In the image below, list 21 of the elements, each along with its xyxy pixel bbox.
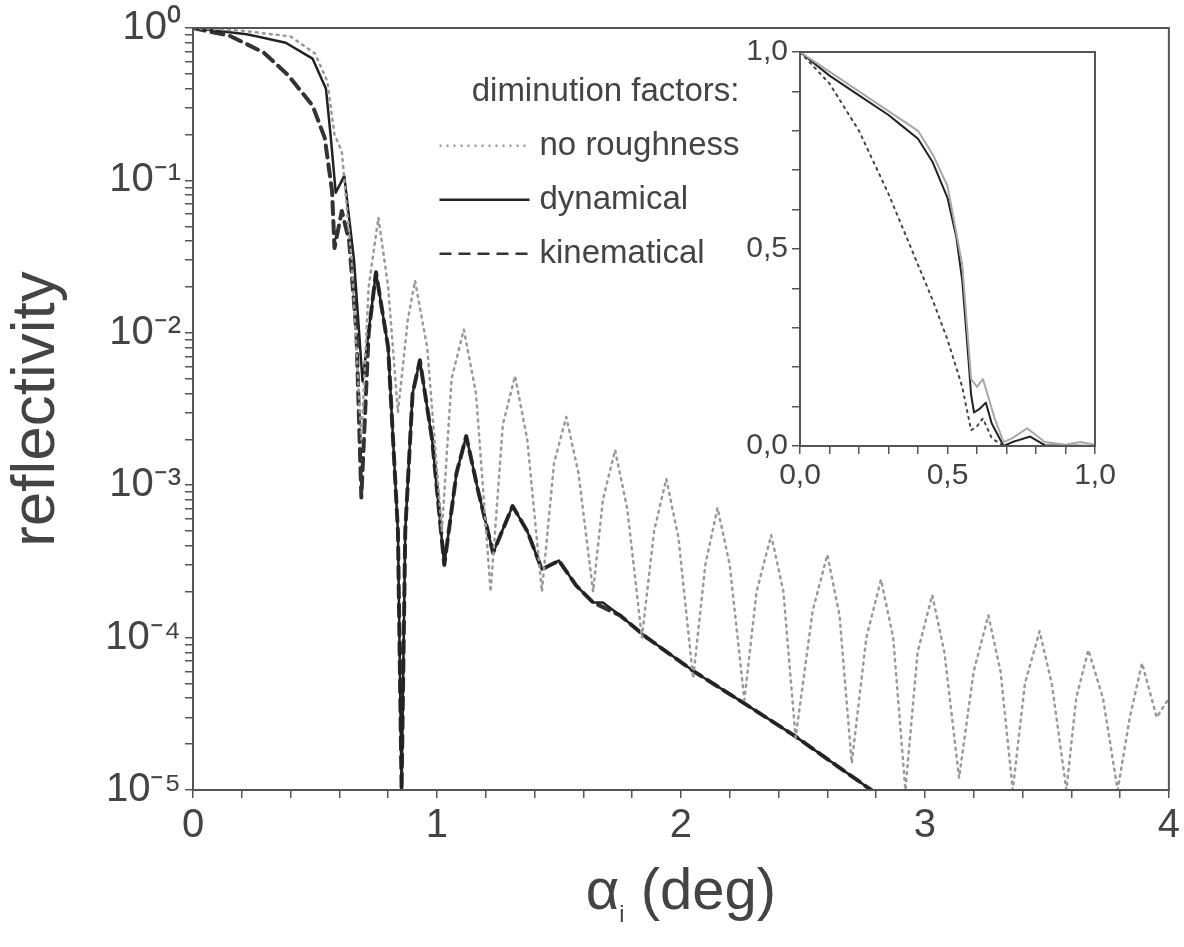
- legend-title: diminution factors:: [471, 70, 740, 108]
- y-tick-label: 10⁻¹: [109, 155, 181, 200]
- x-tick-label: 3: [913, 801, 937, 846]
- y-axis-title: reflectivity: [0, 271, 68, 547]
- y-tick-label: 10⁰: [122, 3, 181, 48]
- x-tick-label: 1: [425, 801, 449, 846]
- x-tick-label: 2: [669, 801, 693, 846]
- legend-label: no roughness: [539, 124, 740, 162]
- x-tick-label: 4: [1157, 801, 1180, 846]
- x-tick-label: 1,0: [1074, 457, 1116, 491]
- y-tick-label: 10⁻⁴: [105, 612, 181, 657]
- x-axis-title: α$_{i}$ (deg): [585, 856, 777, 927]
- x-tick-label: 0,5: [926, 457, 969, 491]
- y-tick-label: 10⁻²: [109, 307, 181, 352]
- y-tick-label: 0,5: [746, 230, 788, 264]
- x-tick-label: 0: [181, 801, 205, 846]
- y-tick-label: 1,0: [746, 33, 788, 67]
- y-tick-label: 10⁻³: [109, 460, 181, 505]
- y-tick-label: 10⁻⁵: [105, 765, 181, 810]
- legend-label: kinematical: [539, 232, 705, 270]
- legend-label: dynamical: [539, 178, 689, 216]
